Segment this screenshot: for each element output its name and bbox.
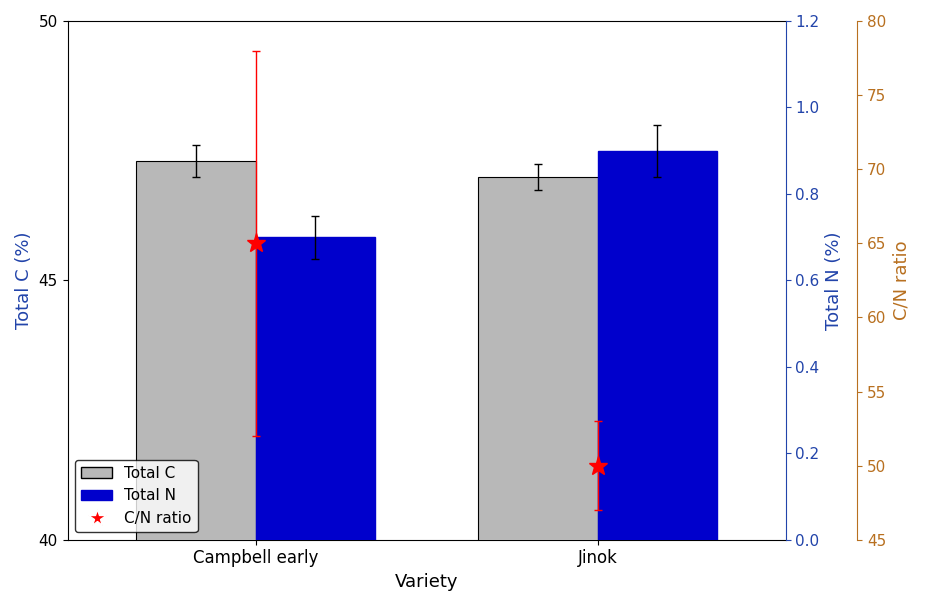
X-axis label: Variety: Variety xyxy=(395,573,459,591)
Bar xyxy=(136,161,255,606)
Bar xyxy=(255,237,376,540)
Y-axis label: Total C (%): Total C (%) xyxy=(15,231,33,329)
Y-axis label: Total N (%): Total N (%) xyxy=(825,231,844,330)
Bar xyxy=(478,176,598,606)
Legend: Total C, Total N, C/N ratio: Total C, Total N, C/N ratio xyxy=(75,459,198,532)
Y-axis label: C/N ratio: C/N ratio xyxy=(892,241,910,320)
Bar xyxy=(598,151,717,540)
